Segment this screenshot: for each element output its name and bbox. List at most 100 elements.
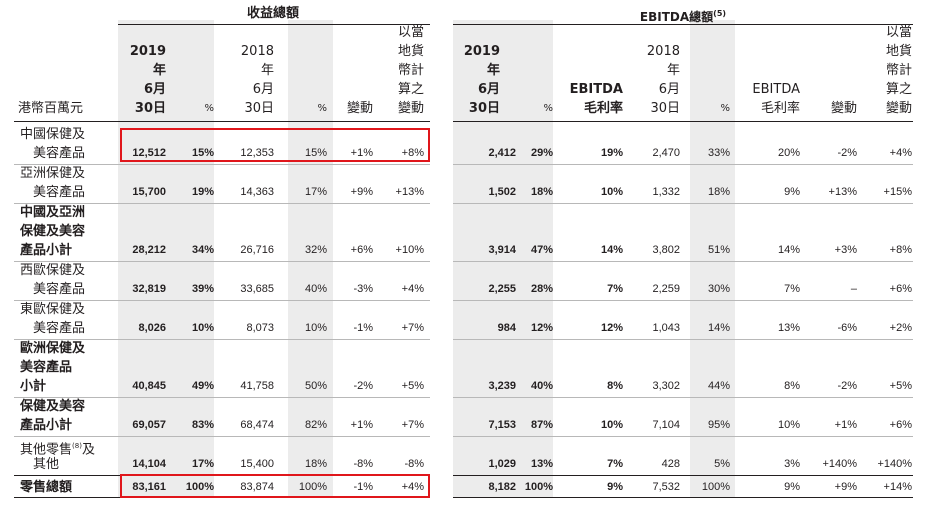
table-cell: 28,212 — [132, 244, 166, 256]
row-label: 美容產品 — [20, 360, 73, 375]
table-cell: 47% — [530, 244, 553, 256]
table-cell: 44% — [707, 380, 730, 392]
table-cell: 8,182 — [488, 481, 516, 493]
table-cell: 12% — [600, 322, 623, 334]
table-cell: 14% — [777, 244, 800, 256]
header-local-currency-change: 以當 — [397, 25, 424, 40]
ebitda-header-label: EBITDA總額 — [639, 10, 714, 24]
table-cell: 1,502 — [488, 186, 516, 198]
highlight-box-total-row — [120, 474, 430, 498]
table-cell: 32% — [304, 244, 327, 256]
table-cell: +9% — [350, 186, 373, 198]
table-cell: 49% — [191, 380, 214, 392]
table-cell: 7,104 — [652, 419, 680, 431]
table-cell: +5% — [401, 380, 424, 392]
row-divider — [14, 339, 430, 340]
row-label: 保健及美容 — [20, 399, 86, 414]
table-cell: 19% — [600, 147, 623, 159]
bottom-rule — [453, 497, 913, 498]
table-cell: 12% — [530, 322, 553, 334]
header-revenue-2018: 30日 — [244, 101, 274, 116]
header-pct: % — [543, 103, 553, 114]
table-cell: +140% — [822, 458, 857, 470]
row-divider — [14, 397, 430, 398]
header-ebitda-2018: 年 — [666, 63, 680, 78]
table-cell: 34% — [191, 244, 214, 256]
table-cell: +8% — [401, 147, 424, 159]
table-cell: +15% — [883, 186, 912, 198]
column-shade — [690, 20, 735, 498]
header-ebitda-2019: 年 — [486, 63, 500, 78]
table-cell: +140% — [877, 458, 912, 470]
row-label: 美容產品 — [33, 282, 86, 297]
table-cell: 33% — [707, 147, 730, 159]
table-cell: 40,845 — [132, 380, 166, 392]
table-cell: +7% — [401, 419, 424, 431]
header-rule — [453, 121, 913, 122]
header-pct: % — [204, 103, 214, 114]
table-cell: 9% — [784, 186, 800, 198]
row-divider — [14, 436, 430, 437]
header-local-currency-change: 地貨 — [397, 44, 424, 59]
table-cell: 984 — [497, 322, 516, 334]
row-divider — [14, 203, 430, 204]
table-cell: 83,161 — [132, 481, 166, 493]
table-cell: -1% — [353, 481, 373, 493]
row-label: 中國及亞洲 — [20, 205, 86, 220]
table-cell: +6% — [889, 283, 912, 295]
table-cell: 15,700 — [132, 186, 166, 198]
row-label-text: 其他零售 — [20, 442, 73, 458]
table-cell: 51% — [707, 244, 730, 256]
table-cell: 100% — [524, 481, 553, 493]
column-shade — [513, 20, 553, 498]
header-local-currency-change: 地貨 — [885, 44, 912, 59]
table-cell: 83,874 — [240, 481, 274, 493]
row-label: 中國保健及 — [20, 127, 86, 142]
header-local-currency-change: 變動 — [885, 101, 912, 116]
table-cell: 5% — [714, 458, 730, 470]
table-cell: +4% — [889, 147, 912, 159]
table-cell: 100% — [298, 481, 327, 493]
table-cell: -8% — [404, 458, 424, 470]
group-header-revenue: 收益總額 — [246, 6, 299, 21]
header-ebitda-2019: 30日 — [468, 101, 500, 116]
table-cell: 7% — [607, 283, 623, 295]
table-cell: -3% — [353, 283, 373, 295]
header-change: 變動 — [830, 101, 857, 116]
row-label: 產品小計 — [20, 243, 73, 258]
table-cell: +5% — [889, 380, 912, 392]
table-cell: 14% — [707, 322, 730, 334]
table-cell: -2% — [837, 147, 857, 159]
ebitda-note-marker: (5) — [713, 9, 727, 18]
table-cell: 100% — [185, 481, 214, 493]
table-cell: 39% — [191, 283, 214, 295]
table-cell: +8% — [889, 244, 912, 256]
table-cell: 1,332 — [652, 186, 680, 198]
highlight-box-china-row — [120, 128, 430, 162]
table-cell: 83% — [191, 419, 214, 431]
table-cell: 18% — [304, 458, 327, 470]
header-ebitda-2018: 2018 — [646, 44, 680, 59]
header-pct: % — [317, 103, 327, 114]
header-revenue-2018: 2018 — [240, 44, 274, 59]
table-cell: 41,758 — [240, 380, 274, 392]
table-cell: +6% — [350, 244, 373, 256]
header-revenue-2019: 30日 — [134, 101, 166, 116]
table-cell: 10% — [600, 186, 623, 198]
table-cell: 19% — [191, 186, 214, 198]
header-revenue-2019: 6月 — [143, 82, 166, 97]
row-label: 西歐保健及 — [20, 263, 86, 278]
table-cell: 2,255 — [488, 283, 516, 295]
header-margin-2019: 毛利率 — [583, 101, 623, 116]
row-label: 歐洲保健及 — [20, 341, 86, 356]
table-cell: 7,532 — [652, 481, 680, 493]
row-label: 產品小計 — [20, 418, 73, 433]
table-cell: 2,412 — [488, 147, 516, 159]
table-cell: 15% — [304, 147, 327, 159]
table-cell: 100% — [701, 481, 730, 493]
table-cell: 17% — [304, 186, 327, 198]
table-cell: 13% — [777, 322, 800, 334]
header-ebitda-2018: 30日 — [650, 101, 680, 116]
row-label: 其他零售(8)及 — [20, 438, 95, 458]
table-cell: +2% — [889, 322, 912, 334]
